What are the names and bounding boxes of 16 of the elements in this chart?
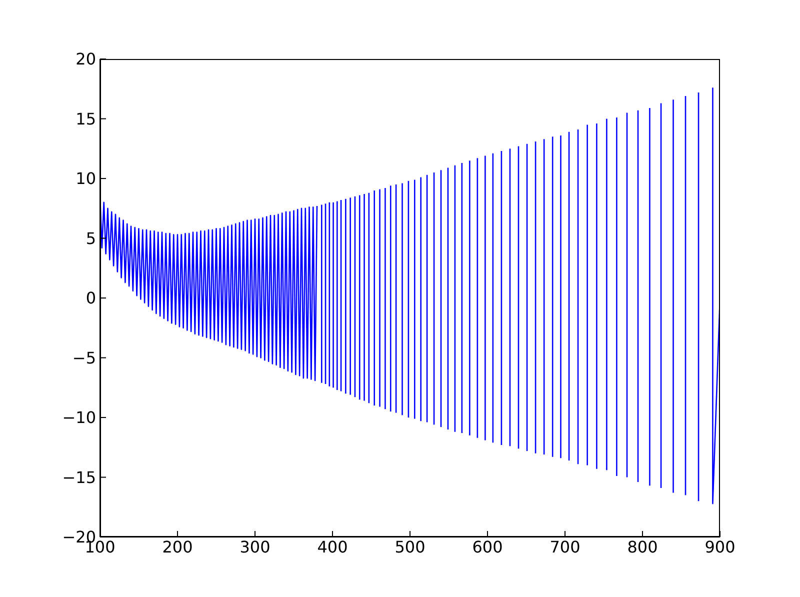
x-tick-label: 500 bbox=[394, 537, 426, 556]
y-tick-label: 0 bbox=[86, 288, 96, 308]
y-tick-label: −10 bbox=[62, 408, 96, 428]
x-tick-label: 400 bbox=[317, 537, 348, 556]
x-tick-label: 700 bbox=[550, 537, 580, 556]
y-tick-label: −15 bbox=[62, 468, 96, 487]
y-tick-label: −5 bbox=[72, 348, 96, 368]
x-tick-label: 900 bbox=[704, 537, 736, 556]
y-tick-label: 10 bbox=[76, 169, 96, 188]
x-tick-label: 300 bbox=[240, 537, 270, 556]
x-tick-label: 200 bbox=[162, 537, 193, 556]
y-tick-label: 15 bbox=[76, 109, 96, 128]
x-tick-label: 600 bbox=[472, 537, 503, 556]
y-tick-label: 20 bbox=[76, 50, 96, 69]
y-tick-label: 5 bbox=[86, 228, 96, 248]
x-tick-label: 800 bbox=[627, 537, 658, 556]
